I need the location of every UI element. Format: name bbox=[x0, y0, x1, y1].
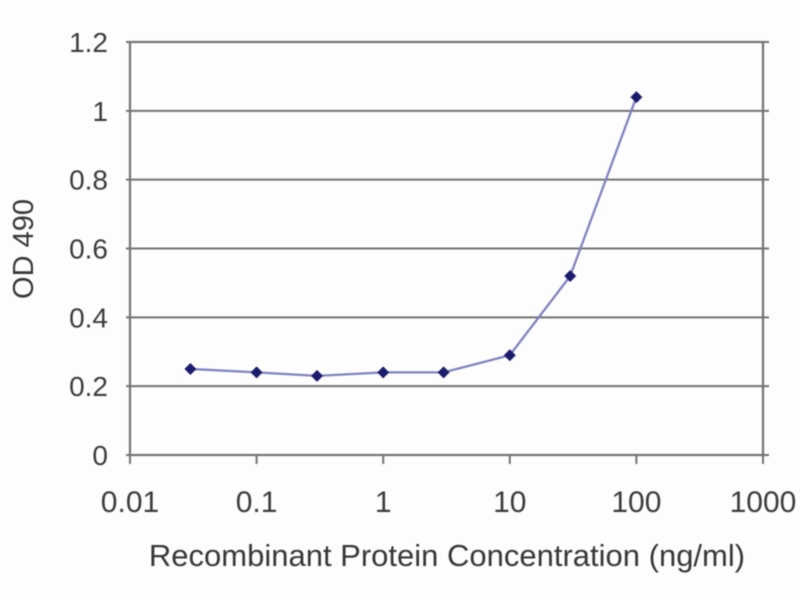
x-axis-ticks bbox=[129, 455, 764, 464]
y-tick-label: 1 bbox=[92, 96, 108, 127]
data-point-marker bbox=[437, 366, 450, 379]
data-point-marker bbox=[377, 366, 390, 379]
data-point-marker bbox=[184, 362, 197, 375]
x-tick-label: 0.1 bbox=[236, 486, 278, 519]
y-tick-label: 0.2 bbox=[69, 371, 108, 402]
plot-border bbox=[128, 40, 765, 457]
y-tick-label: 0.6 bbox=[69, 234, 108, 265]
y-axis-title: OD 490 bbox=[8, 199, 40, 299]
series-line bbox=[190, 96, 638, 377]
tick-labels: 0.01 0.1 1 10 100 1000 0 0.2 0.4 0.6 0.8 1 1.2 bbox=[69, 27, 796, 519]
y-tick-label: 0 bbox=[92, 440, 108, 471]
data-point-marker bbox=[311, 369, 324, 382]
x-axis-title: Recombinant Protein Concentration (ng/ml… bbox=[149, 538, 745, 573]
x-tick-label: 0.01 bbox=[101, 486, 159, 519]
gridlines bbox=[126, 41, 769, 456]
x-tick-label: 10 bbox=[493, 486, 526, 519]
y-tick-label: 1.2 bbox=[69, 27, 108, 58]
data-point-marker bbox=[564, 270, 577, 283]
x-tick-label: 1 bbox=[375, 486, 392, 519]
plot-frame bbox=[128, 40, 765, 457]
x-tick-label: 1000 bbox=[730, 486, 797, 519]
data-series bbox=[184, 91, 643, 382]
data-point-marker bbox=[250, 366, 263, 379]
y-tick-label: 0.4 bbox=[69, 302, 108, 333]
x-tick-label: 100 bbox=[611, 486, 661, 519]
data-point-marker bbox=[503, 349, 516, 362]
y-tick-label: 0.8 bbox=[69, 165, 108, 196]
data-point-marker bbox=[630, 91, 643, 104]
